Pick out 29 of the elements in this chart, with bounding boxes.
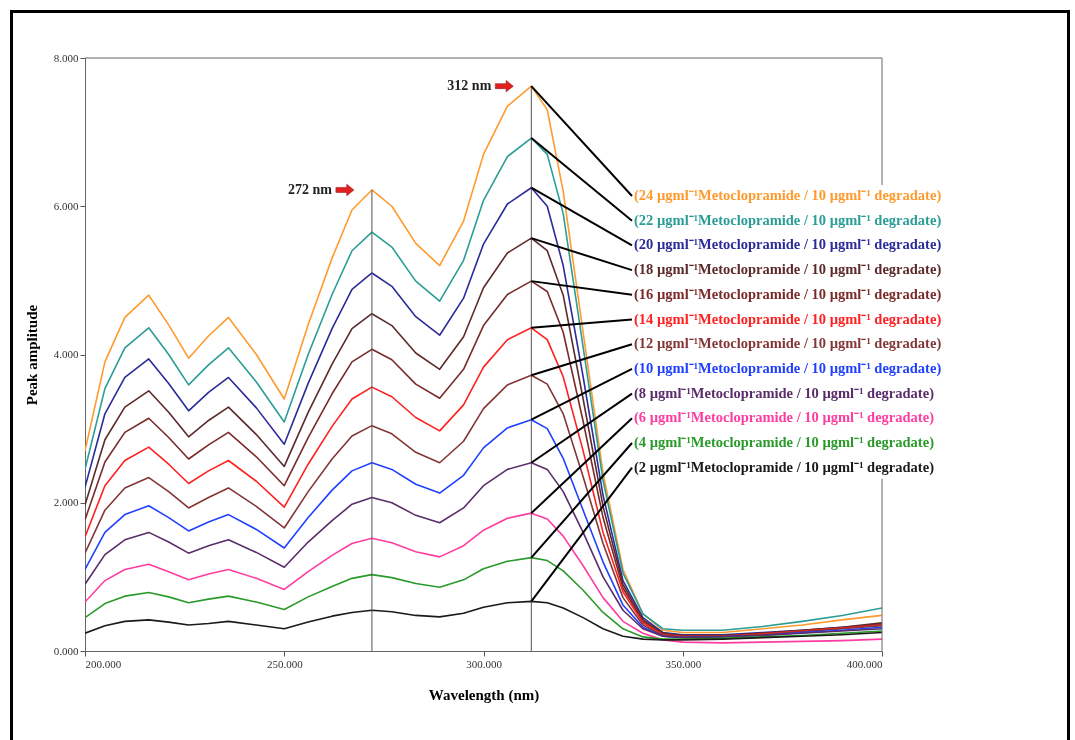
text: (16 µgml⁻¹Metoclopramide / 10 µgml⁻¹ degradate) (634, 285, 942, 303)
x-tick-label: 300.000 (466, 657, 503, 670)
y-tick-label: 0.000 (53, 644, 79, 657)
y-tick-label: 4.000 (53, 348, 79, 360)
text: (6 µgml⁻¹Metoclopramide / 10 µgml⁻¹ degradate) (634, 409, 935, 427)
text: (4 µgml⁻¹Metoclopramide / 10 µgml⁻¹ degradate) (634, 434, 935, 451)
text: (10 µgml⁻¹Metoclopramide / 10 µgml⁻¹ degradate) (634, 359, 942, 377)
line-series (85, 556, 882, 640)
text: (8 µgml⁻¹Metoclopramide / 10 µgml⁻¹ degradate) (634, 384, 935, 402)
y-axis-title: Peak amplitude (23, 304, 40, 406)
text: (2 µgml⁻¹Metoclopramide / 10 µgml⁻¹ degradate) (634, 458, 935, 476)
ref-line-label: 312 nm (447, 78, 492, 94)
text: (18 µgml⁻¹Metoclopramide / 10 µgml⁻¹ degradate) (634, 261, 942, 279)
x-tick-label: 200.000 (85, 657, 122, 670)
text: (24 µgml⁻¹Metoclopramide / 10 µgml⁻¹ degradate) (634, 187, 942, 204)
y-tick-label: 6.000 (53, 199, 79, 212)
y-tick-label: 2.000 (53, 496, 79, 509)
x-tick-label: 250.000 (266, 657, 304, 670)
text: (22 µgml⁻¹Metoclopramide / 10 µgml⁻¹ degradate) (634, 211, 942, 229)
x-axis-title: Wavelength (nm) (428, 686, 540, 704)
y-tick-label: 8.000 (53, 51, 79, 64)
text: (14 µgml⁻¹Metoclopramide / 10 µgml⁻¹ degradate) (634, 310, 942, 328)
line-series (85, 600, 882, 641)
text: (12 µgml⁻¹Metoclopramide / 10 µgml⁻¹ degradate) (634, 335, 942, 353)
ref-line-label: 272 nm (287, 181, 333, 197)
line-series (85, 512, 882, 644)
x-tick-label: 400.000 (846, 657, 883, 670)
x-tick-label: 350.000 (665, 657, 702, 670)
text: (20 µgml⁻¹Metoclopramide / 10 µgml⁻¹ degradate) (634, 236, 942, 254)
